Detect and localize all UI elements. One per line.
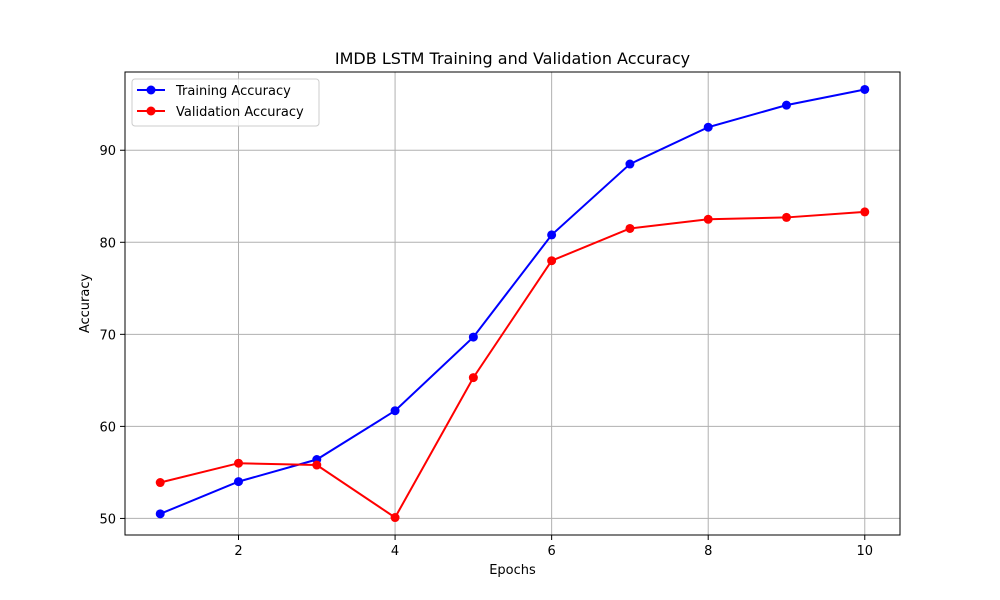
legend-swatch-marker	[146, 85, 156, 95]
chart-title: IMDB LSTM Training and Validation Accura…	[335, 49, 690, 68]
x-axis-label: Epochs	[489, 563, 536, 578]
data-point	[703, 122, 713, 132]
series-layer	[155, 84, 870, 523]
legend-label: Validation Accuracy	[176, 105, 304, 120]
data-point	[234, 458, 244, 468]
data-point	[781, 100, 791, 110]
data-point	[625, 159, 635, 169]
data-point	[781, 212, 791, 222]
ticks: 2 4 6 8 10 50 60 70 80 90	[99, 144, 873, 559]
y-axis-label: Accuracy	[78, 274, 93, 334]
data-point	[390, 406, 400, 416]
series-line	[159, 210, 865, 519]
data-point	[625, 223, 635, 233]
grid	[125, 72, 900, 535]
x-tick-label: 4	[391, 544, 399, 559]
x-tick-label: 6	[548, 544, 556, 559]
series-line	[159, 88, 865, 515]
x-tick-label: 2	[234, 544, 242, 559]
data-point	[860, 84, 870, 94]
data-point	[234, 477, 244, 487]
y-tick-label: 70	[99, 328, 116, 343]
x-tick-label: 10	[856, 544, 873, 559]
data-point	[860, 207, 870, 217]
data-point	[703, 214, 713, 224]
legend-box	[131, 78, 320, 127]
y-tick-label: 80	[99, 236, 116, 251]
data-point	[312, 460, 322, 470]
legend-label: Training Accuracy	[175, 84, 291, 99]
data-point	[547, 230, 557, 240]
data-point	[468, 332, 478, 342]
y-tick-label: 90	[99, 144, 116, 159]
data-point	[390, 513, 400, 523]
plot-frame	[124, 71, 901, 536]
series-training-accuracy	[155, 84, 870, 519]
data-point	[547, 256, 557, 266]
x-tick-label: 8	[704, 544, 712, 559]
data-point	[155, 478, 165, 488]
data-point	[468, 373, 478, 383]
y-tick-label: 50	[99, 512, 116, 527]
series-validation-accuracy	[155, 207, 870, 523]
legend: Training Accuracy Validation Accuracy	[131, 78, 320, 127]
y-tick-label: 60	[99, 420, 116, 435]
data-point	[155, 509, 165, 519]
legend-swatch-marker	[146, 106, 156, 116]
